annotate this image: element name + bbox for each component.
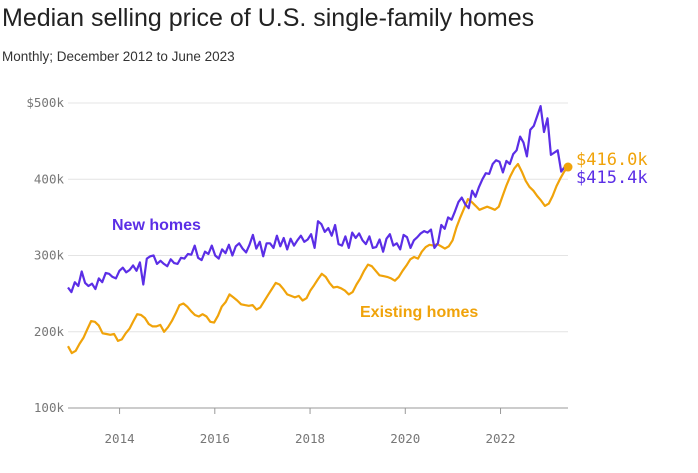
x-axis-ticks: 2014 2016 2018 2020 2022 [105,408,516,446]
y-tick-label: $500k [26,95,64,110]
x-tick-label: 2014 [105,431,135,446]
new-homes-line [67,105,569,294]
series-label-new-homes: New homes [112,217,201,234]
x-tick-label: 2016 [200,431,230,446]
existing-homes-end-value: $416.0k [576,150,648,170]
y-tick-label: 300k [34,248,65,263]
series-label-existing-homes: Existing homes [360,304,478,321]
x-tick-label: 2020 [390,431,420,446]
existing-homes-line [67,162,569,355]
y-tick-label: 400k [34,171,65,186]
chart-subtitle: Monthly; December 2012 to June 2023 [2,49,235,64]
x-tick-label: 2018 [295,431,325,446]
existing-homes-end-point [563,162,573,172]
y-tick-label: 100k [34,400,65,415]
chart-title: Median selling price of U.S. single-fami… [2,4,535,32]
new-homes-end-value: $415.4k [576,168,648,188]
y-tick-label: 200k [34,324,65,339]
y-axis-tick-labels: 100k 200k 300k 400k $500k [26,95,64,415]
x-tick-label: 2022 [485,431,515,446]
